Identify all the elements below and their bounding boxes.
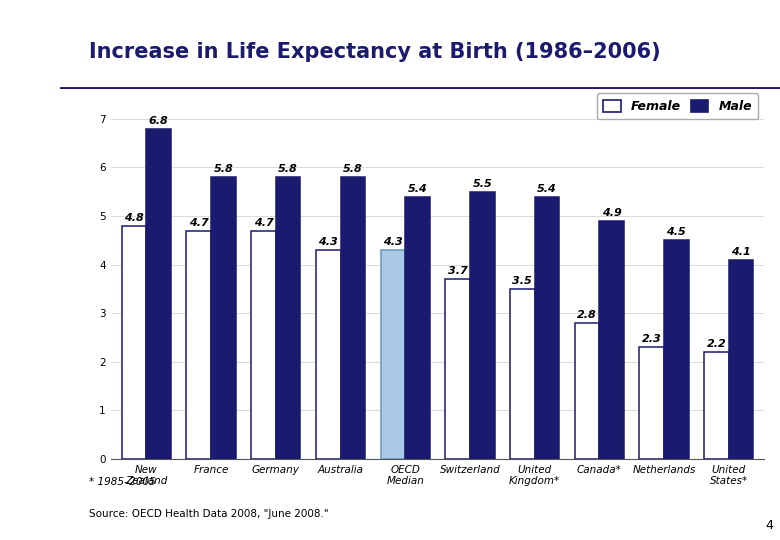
Text: 5.5: 5.5: [473, 179, 492, 189]
Bar: [599, 221, 624, 459]
Text: 4.3: 4.3: [318, 237, 338, 247]
Text: 3.5: 3.5: [512, 276, 532, 286]
Text: 4.3: 4.3: [383, 237, 402, 247]
Text: 4.8: 4.8: [124, 213, 144, 223]
Bar: [122, 226, 147, 459]
Bar: [276, 177, 300, 459]
Text: * 1985–2005: * 1985–2005: [89, 477, 155, 487]
Text: 4: 4: [765, 519, 773, 532]
Text: 4.5: 4.5: [667, 227, 686, 238]
Bar: [729, 260, 753, 459]
Bar: [510, 289, 534, 459]
Text: 5.8: 5.8: [278, 164, 298, 174]
Bar: [534, 197, 559, 459]
Bar: [341, 177, 365, 459]
Text: 5.8: 5.8: [214, 164, 233, 174]
Bar: [251, 231, 276, 459]
Bar: [186, 231, 211, 459]
Text: Better, sooner, more convenient: Better, sooner, more convenient: [23, 201, 35, 426]
Text: 4.7: 4.7: [189, 218, 208, 228]
Text: 5.4: 5.4: [537, 184, 557, 194]
Text: Source: OECD Health Data 2008, "June 2008.": Source: OECD Health Data 2008, "June 200…: [89, 509, 328, 519]
Bar: [406, 197, 430, 459]
Text: 6.8: 6.8: [149, 116, 168, 126]
Legend: Female, Male: Female, Male: [597, 93, 758, 119]
Text: 2.2: 2.2: [707, 339, 726, 349]
Bar: [381, 250, 406, 459]
Bar: [147, 129, 171, 459]
Bar: [470, 192, 495, 459]
Text: Increase in Life Expectancy at Birth (1986–2006): Increase in Life Expectancy at Birth (19…: [89, 42, 661, 62]
Bar: [445, 279, 470, 459]
Bar: [704, 352, 729, 459]
Text: 4.1: 4.1: [731, 247, 751, 257]
Bar: [211, 177, 236, 459]
Text: 2.8: 2.8: [577, 310, 597, 320]
Text: 5.8: 5.8: [343, 164, 363, 174]
Bar: [640, 347, 664, 459]
Bar: [316, 250, 341, 459]
Text: 2.3: 2.3: [642, 334, 661, 345]
Bar: [575, 323, 599, 459]
Bar: [664, 240, 689, 459]
Text: 4.7: 4.7: [254, 218, 273, 228]
Text: 4.9: 4.9: [602, 208, 622, 218]
Text: 3.7: 3.7: [448, 266, 467, 276]
Text: 5.4: 5.4: [408, 184, 427, 194]
